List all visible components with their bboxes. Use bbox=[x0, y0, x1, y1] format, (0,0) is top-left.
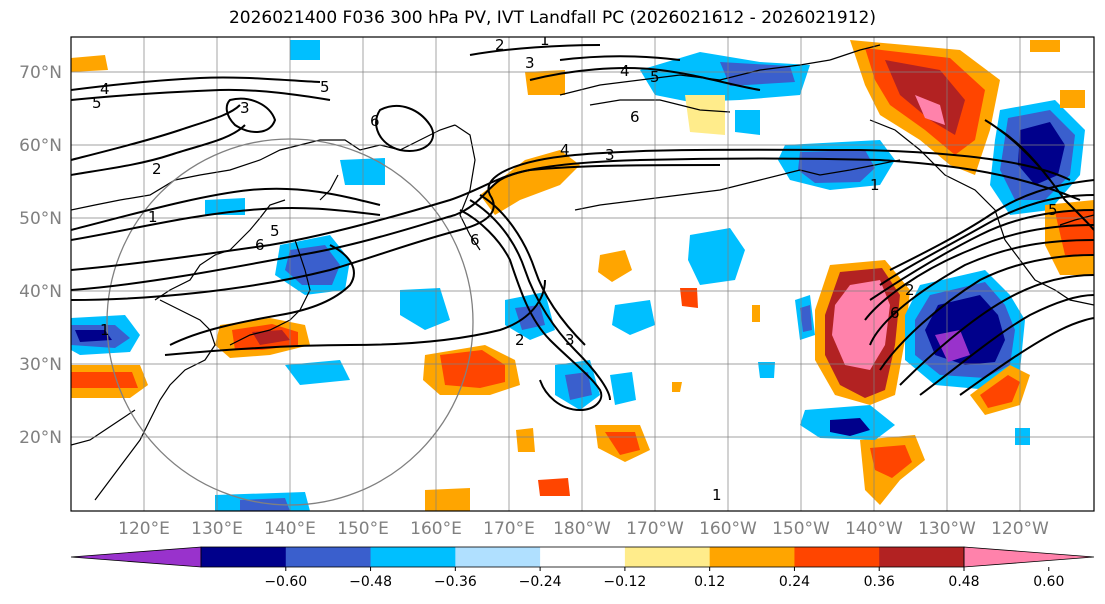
colorbar-segment bbox=[201, 547, 287, 567]
lon-label-120e: 120°E bbox=[118, 519, 170, 539]
colorbar-segment bbox=[624, 547, 711, 567]
colorbar-tick-label: −0.24 bbox=[519, 574, 562, 590]
colorbar-segment bbox=[540, 547, 626, 567]
map-frame bbox=[70, 36, 1095, 512]
contour-label-6e: 6 bbox=[890, 304, 900, 322]
lon-label-160e: 160°E bbox=[410, 519, 462, 539]
contour-label-5e: 5 bbox=[1048, 201, 1058, 219]
lat-label-70n: 70°N bbox=[19, 63, 62, 83]
longitude-labels: 120°E 130°E 140°E 150°E 160°E 170°E 180°… bbox=[118, 519, 1049, 539]
colorbar-segment bbox=[794, 547, 880, 567]
colorbar-segment bbox=[455, 547, 541, 567]
graticule bbox=[71, 37, 1094, 511]
colorbar-tick-label: 0.24 bbox=[779, 574, 810, 590]
contour-label-3: 3 bbox=[240, 99, 250, 117]
colorbar-tick-label: −0.48 bbox=[349, 574, 392, 590]
colorbar-segment bbox=[879, 547, 965, 567]
lat-label-20n: 20°N bbox=[19, 428, 62, 448]
lon-label-130w: 130°W bbox=[918, 519, 976, 539]
latitude-labels: 70°N 60°N 50°N 40°N 30°N 20°N bbox=[19, 63, 62, 448]
contour-label-5d: 5 bbox=[270, 222, 280, 240]
lon-label-160w: 160°W bbox=[699, 519, 757, 539]
map-title: 2026021400 F036 300 hPa PV, IVT Landfall… bbox=[228, 8, 876, 28]
colorbar: −0.60 −0.48 −0.36 −0.24 −0.12 0.12 0.24 0.36 0.4… bbox=[70, 546, 1095, 590]
contour-label-4: 4 bbox=[100, 80, 110, 98]
contour-label-3c: 3 bbox=[605, 146, 615, 164]
contour-label-1: 1 bbox=[540, 31, 550, 49]
contour-label-1e: 1 bbox=[100, 321, 110, 339]
shade-cp-neg1 bbox=[688, 228, 745, 285]
lon-label-170e: 170°E bbox=[483, 519, 535, 539]
lon-label-180w: 180°W bbox=[553, 519, 611, 539]
colorbar-tick-label: 0.48 bbox=[948, 574, 979, 590]
lat-label-40n: 40°N bbox=[19, 282, 62, 302]
contour-label-1c: 1 bbox=[148, 208, 158, 226]
contour-labels: 4 5 3 6 5 2 1 3 4 5 6 4 3 1 2 1 6 5 6 2 … bbox=[92, 31, 1058, 504]
lat-label-30n: 30°N bbox=[19, 355, 62, 375]
colorbar-tick-label: 0.60 bbox=[1033, 574, 1064, 590]
colorbar-segment bbox=[370, 547, 456, 567]
contour-label-6b: 6 bbox=[630, 108, 640, 126]
contour-label-6c: 6 bbox=[255, 236, 265, 254]
contour-label-2: 2 bbox=[495, 36, 505, 54]
colorbar-tick-label: −0.36 bbox=[434, 574, 477, 590]
contour-label-3b: 3 bbox=[525, 54, 535, 72]
lon-label-120w: 120°W bbox=[991, 519, 1049, 539]
colorbar-extend-high bbox=[963, 546, 1095, 568]
contour-label-6: 6 bbox=[370, 112, 380, 130]
lon-label-150w: 150°W bbox=[772, 519, 830, 539]
contour-label-4c: 4 bbox=[560, 141, 570, 159]
colorbar-segment bbox=[285, 547, 372, 567]
pv-contours bbox=[71, 44, 1094, 412]
lon-label-170w: 170°W bbox=[626, 519, 684, 539]
colorbar-tick-label: 0.36 bbox=[864, 574, 895, 590]
contour-label-2b: 2 bbox=[152, 160, 162, 178]
contour-label-2d: 2 bbox=[905, 281, 915, 299]
lat-label-50n: 50°N bbox=[19, 209, 62, 229]
contour-label-5: 5 bbox=[92, 94, 102, 112]
contour-label-1b: 1 bbox=[870, 176, 880, 194]
contour-label-5c: 5 bbox=[650, 68, 660, 86]
colorbar-extend-low bbox=[70, 546, 202, 568]
lon-label-140w: 140°W bbox=[845, 519, 903, 539]
lon-label-150e: 150°E bbox=[337, 519, 389, 539]
contour-label-1d: 1 bbox=[712, 486, 722, 504]
contour-label-3d: 3 bbox=[565, 331, 575, 349]
colorbar-tick-label: −0.60 bbox=[264, 574, 307, 590]
contour-label-4b: 4 bbox=[620, 62, 630, 80]
colorbar-tick-label: −0.12 bbox=[603, 574, 646, 590]
contour-label-6d: 6 bbox=[470, 231, 480, 249]
colorbar-segment bbox=[709, 547, 795, 567]
shade-arctic-neg bbox=[640, 52, 810, 102]
lon-label-140e: 140°E bbox=[264, 519, 316, 539]
lon-label-130e: 130°E bbox=[191, 519, 243, 539]
contour-label-5b: 5 bbox=[320, 78, 330, 96]
colorbar-tick-label: 0.12 bbox=[694, 574, 725, 590]
colorbar-outline bbox=[200, 546, 965, 568]
lat-label-60n: 60°N bbox=[19, 136, 62, 156]
radius-circle bbox=[106, 138, 474, 506]
contour-label-2c: 2 bbox=[515, 331, 525, 349]
